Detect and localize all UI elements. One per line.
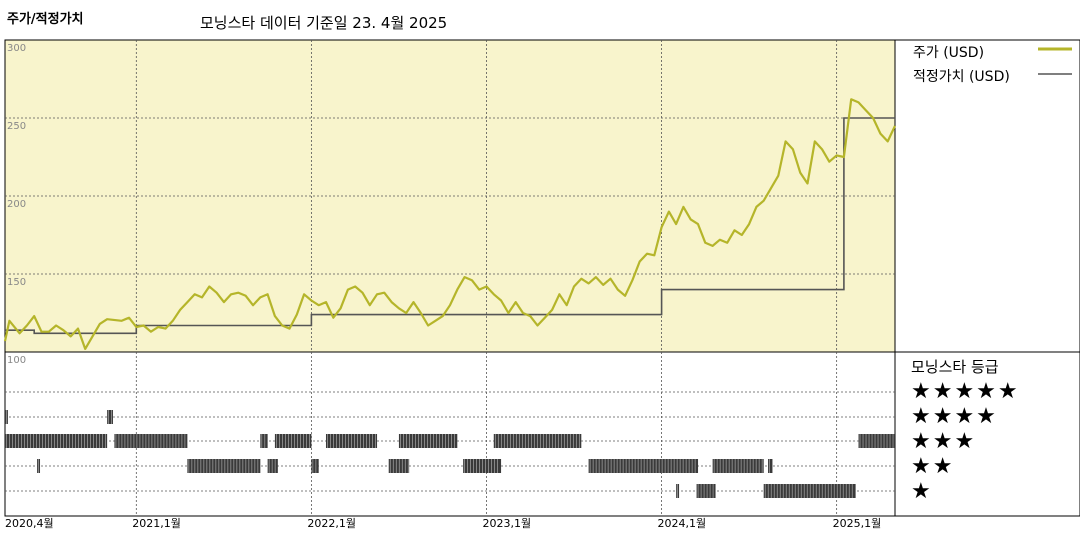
x-tick-label: 2024,1월: [658, 517, 707, 530]
rating-row-3-stars: ★★★: [911, 429, 977, 454]
rating-segment: [5, 434, 108, 448]
rating-segment: [463, 459, 502, 473]
rating-row-2-stars: ★★: [911, 454, 955, 479]
x-tick-label: 2021,1월: [132, 517, 181, 530]
rating-title: 모닝스타 등급: [911, 358, 999, 376]
rating-row-5-stars: ★★★★★: [911, 379, 1020, 404]
rating-segment: [311, 459, 319, 473]
y-tick-label: 100: [7, 355, 26, 366]
legend-price-label: 주가 (USD): [913, 45, 985, 61]
y-tick-label: 200: [7, 199, 26, 210]
x-tick-label: 2022,1월: [307, 517, 356, 530]
rating-segment: [260, 434, 268, 448]
rating-segment: [858, 434, 895, 448]
price-line: [3, 98, 896, 350]
y-tick-label: 250: [7, 121, 26, 132]
fair-value-line: [5, 117, 895, 335]
x-tick-label: 2025,1월: [833, 517, 882, 530]
x-tick-label: 2023,1월: [482, 517, 531, 530]
y-tick-label: 300: [7, 43, 26, 54]
rating-segment: [114, 434, 188, 448]
rating-segment: [267, 459, 278, 473]
rating-segment: [763, 484, 856, 498]
rating-row-4-stars: ★★★★: [911, 404, 998, 429]
x-tick-label: 2020,4월: [5, 517, 54, 530]
rating-segment: [187, 459, 261, 473]
chart-frame: [4, 39, 1080, 517]
rating-segment: [107, 410, 113, 424]
chart-title: 주가/적정가치: [7, 12, 84, 27]
legend-fair-label: 적정가치 (USD): [913, 69, 1010, 85]
rating-segment: [768, 459, 773, 473]
rating-segment: [274, 434, 312, 448]
data-date-caption: 모닝스타 데이터 기준일 23. 4월 2025: [200, 14, 448, 32]
rating-row-1-star: ★: [911, 479, 933, 504]
y-tick-label: 150: [7, 277, 26, 288]
rating-segment: [696, 484, 716, 498]
rating-segment: [588, 459, 699, 473]
